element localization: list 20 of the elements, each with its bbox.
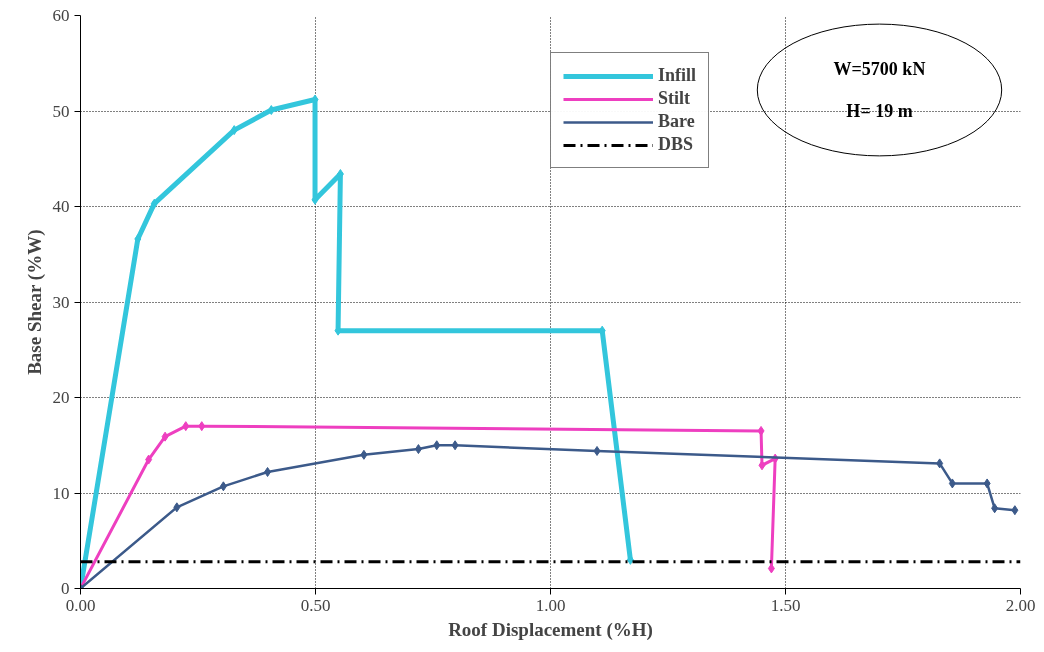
annotation: H= 19 m <box>846 101 913 121</box>
y-axis-title: Base Shear (%W) <box>23 229 46 375</box>
legend-label: DBS <box>658 134 694 155</box>
legend-label: Infill <box>658 65 697 86</box>
legend-label: Bare <box>658 111 695 132</box>
y-tick-label: 30 <box>52 292 70 312</box>
y-tick-label: 60 <box>52 6 70 25</box>
x-axis-title: Roof Displacement (%H) <box>448 618 653 641</box>
y-tick-label: 10 <box>52 483 70 503</box>
y-tick-label: 40 <box>52 197 70 216</box>
x-tick-label: 1.50 <box>770 595 801 615</box>
y-tick-label: 0 <box>61 579 70 598</box>
x-tick-label: 2.00 <box>1005 595 1036 615</box>
x-tick-label: 0.50 <box>300 595 331 615</box>
y-tick-label: 20 <box>52 388 70 407</box>
x-tick-label: 1.00 <box>535 595 566 615</box>
y-tick-label: 50 <box>52 101 70 121</box>
legend-label: Stilt <box>658 88 691 109</box>
x-tick-label: 0.00 <box>65 595 96 615</box>
annotation: W=5700 kN <box>833 58 926 79</box>
